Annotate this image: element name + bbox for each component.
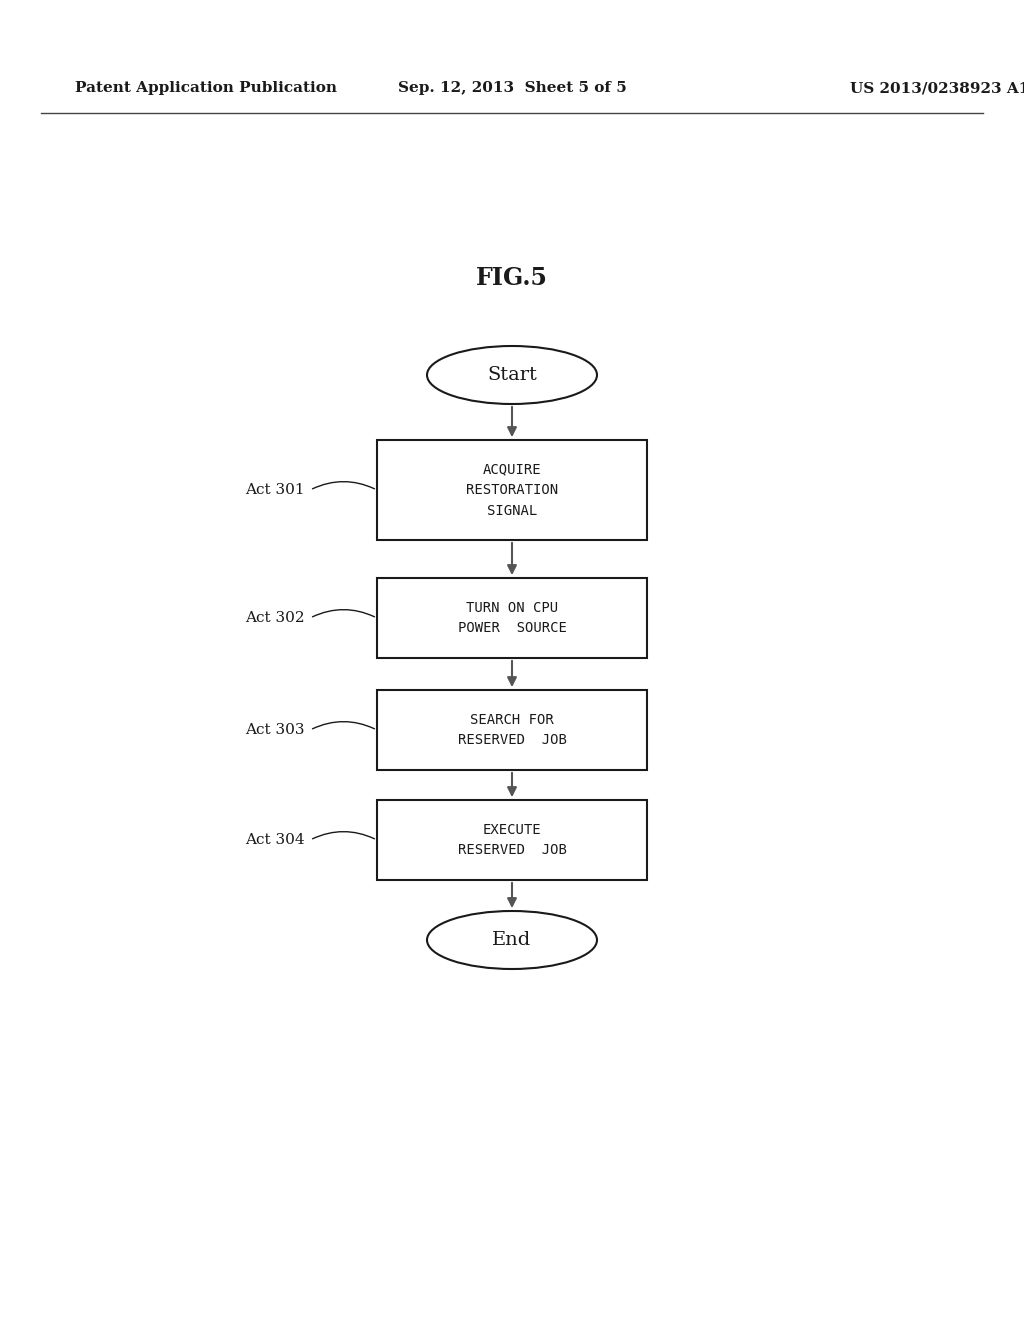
Ellipse shape [427,911,597,969]
FancyBboxPatch shape [377,440,647,540]
Text: End: End [493,931,531,949]
Text: US 2013/0238923 A1: US 2013/0238923 A1 [850,81,1024,95]
Text: FIG.5: FIG.5 [476,267,548,290]
Text: SEARCH FOR
RESERVED  JOB: SEARCH FOR RESERVED JOB [458,713,566,747]
Text: Sep. 12, 2013  Sheet 5 of 5: Sep. 12, 2013 Sheet 5 of 5 [397,81,627,95]
Text: ACQUIRE
RESTORATION
SIGNAL: ACQUIRE RESTORATION SIGNAL [466,462,558,517]
FancyArrowPatch shape [312,482,375,488]
Text: Act 304: Act 304 [246,833,305,847]
Text: EXECUTE
RESERVED  JOB: EXECUTE RESERVED JOB [458,822,566,857]
Text: Act 301: Act 301 [246,483,305,498]
FancyArrowPatch shape [312,832,375,838]
Text: Act 302: Act 302 [246,611,305,624]
FancyBboxPatch shape [377,800,647,880]
Text: Act 303: Act 303 [246,723,305,737]
Text: TURN ON CPU
POWER  SOURCE: TURN ON CPU POWER SOURCE [458,601,566,635]
FancyBboxPatch shape [377,690,647,770]
Text: Start: Start [487,366,537,384]
FancyBboxPatch shape [377,578,647,657]
Ellipse shape [427,346,597,404]
FancyArrowPatch shape [312,610,375,616]
FancyArrowPatch shape [312,722,375,729]
Text: Patent Application Publication: Patent Application Publication [75,81,337,95]
